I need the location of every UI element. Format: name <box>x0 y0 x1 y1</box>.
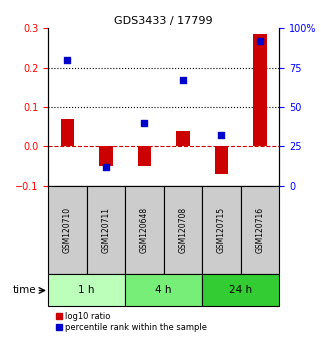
Bar <box>253 34 267 147</box>
Text: time: time <box>12 285 36 296</box>
Bar <box>61 119 74 147</box>
Text: GSM120708: GSM120708 <box>178 207 187 253</box>
Bar <box>215 147 228 174</box>
Bar <box>176 131 190 147</box>
Text: GSM120648: GSM120648 <box>140 207 149 253</box>
Bar <box>125 186 164 274</box>
Bar <box>125 274 202 307</box>
Bar <box>241 186 279 274</box>
Point <box>180 78 186 83</box>
Text: 24 h: 24 h <box>229 285 252 296</box>
Text: GSM120715: GSM120715 <box>217 207 226 253</box>
Bar <box>164 186 202 274</box>
Legend: log10 ratio, percentile rank within the sample: log10 ratio, percentile rank within the … <box>52 309 210 335</box>
Text: 1 h: 1 h <box>78 285 95 296</box>
Bar <box>99 147 113 166</box>
Bar <box>87 186 125 274</box>
Point <box>219 133 224 138</box>
Text: GSM120711: GSM120711 <box>101 207 110 253</box>
Point <box>65 57 70 63</box>
Bar <box>138 147 151 166</box>
Text: GSM120710: GSM120710 <box>63 207 72 253</box>
Point <box>103 164 108 170</box>
Text: GSM120716: GSM120716 <box>256 207 265 253</box>
Text: 4 h: 4 h <box>155 285 172 296</box>
Title: GDS3433 / 17799: GDS3433 / 17799 <box>114 16 213 26</box>
Bar <box>48 186 87 274</box>
Bar <box>48 274 125 307</box>
Point <box>142 120 147 126</box>
Bar <box>202 274 279 307</box>
Bar <box>202 186 241 274</box>
Point <box>257 38 263 44</box>
